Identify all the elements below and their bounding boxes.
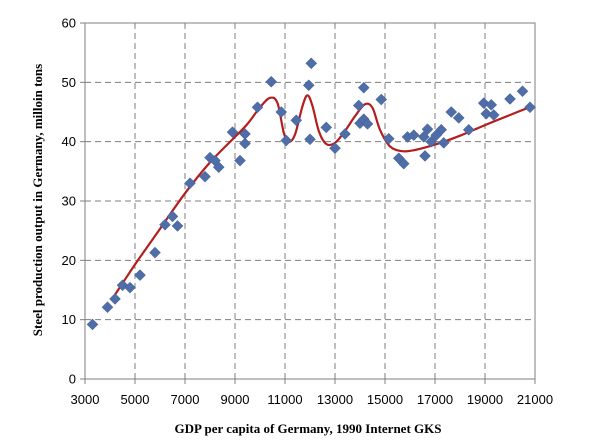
- x-tick-label: 3000: [71, 392, 100, 407]
- plot-area-frame: [84, 22, 536, 380]
- data-point: [361, 118, 374, 130]
- data-point: [184, 177, 196, 190]
- data-point: [329, 142, 341, 155]
- y-tick-label: 50: [62, 75, 76, 90]
- data-point: [134, 269, 146, 282]
- data-point: [320, 121, 333, 134]
- data-point: [199, 170, 211, 183]
- data-point: [485, 99, 498, 111]
- trend-line: [114, 94, 533, 296]
- data-point: [352, 99, 365, 112]
- data-point: [212, 161, 225, 174]
- data-point: [421, 123, 434, 136]
- x-tick-label: 13000: [317, 392, 353, 407]
- data-point: [109, 293, 121, 305]
- data-point: [339, 128, 351, 140]
- x-tick-label: 15000: [367, 392, 403, 407]
- data-point: [304, 133, 316, 146]
- data-point: [437, 136, 450, 149]
- y-tick-label: 30: [62, 194, 76, 209]
- axes: [80, 22, 536, 384]
- data-point: [159, 218, 171, 231]
- data-point: [357, 81, 370, 94]
- y-tick-label: 60: [62, 16, 76, 31]
- y-tick-label: 10: [62, 312, 76, 327]
- data-point: [239, 137, 251, 150]
- data-points: [86, 57, 536, 331]
- data-point: [275, 106, 288, 118]
- data-point: [462, 123, 475, 136]
- data-point: [397, 157, 410, 170]
- data-point: [280, 134, 293, 147]
- data-point: [166, 210, 179, 223]
- data-point: [234, 154, 246, 167]
- data-point: [435, 123, 448, 136]
- data-point: [524, 101, 536, 114]
- data-point: [226, 126, 239, 139]
- x-tick-label: 7000: [171, 392, 200, 407]
- data-point: [302, 79, 315, 92]
- data-point: [516, 85, 529, 98]
- x-tick-label: 17000: [417, 392, 453, 407]
- data-point: [417, 131, 430, 143]
- x-tick-label: 5000: [121, 392, 150, 407]
- x-axis-title: GDP per capita of Germany, 1990 Internet…: [175, 421, 442, 436]
- data-point: [149, 246, 161, 259]
- data-point: [101, 301, 114, 314]
- trend-line-layer: [114, 94, 533, 296]
- x-tick-label: 19000: [467, 392, 503, 407]
- data-point: [504, 93, 516, 105]
- data-point: [290, 114, 303, 127]
- data-point: [452, 112, 465, 124]
- y-tick-label: 40: [62, 134, 76, 149]
- data-point: [480, 107, 493, 120]
- data-point: [86, 318, 99, 331]
- y-axis-title: Steel production output in Germany, mill…: [30, 64, 45, 336]
- y-tick-label: 0: [69, 372, 76, 387]
- data-point: [487, 109, 500, 121]
- data-point: [445, 106, 458, 118]
- data-point: [425, 135, 438, 148]
- x-tick-label: 11000: [267, 392, 302, 407]
- data-point: [251, 101, 264, 114]
- data-point: [407, 129, 420, 141]
- data-point: [305, 57, 318, 70]
- grid-lines: [85, 23, 535, 379]
- data-point: [124, 281, 136, 294]
- data-point: [419, 150, 431, 162]
- y-tick-label: 20: [62, 253, 76, 268]
- x-tick-label: 21000: [517, 392, 553, 407]
- data-point: [382, 132, 395, 145]
- tick-labels: 0 10 20 30 40 50 60 3000 5000 7000 9000 11000 13000 1…: [62, 16, 554, 408]
- data-point: [375, 93, 388, 106]
- x-tick-label: 9000: [221, 392, 250, 407]
- data-point: [171, 220, 184, 232]
- data-point: [265, 75, 278, 88]
